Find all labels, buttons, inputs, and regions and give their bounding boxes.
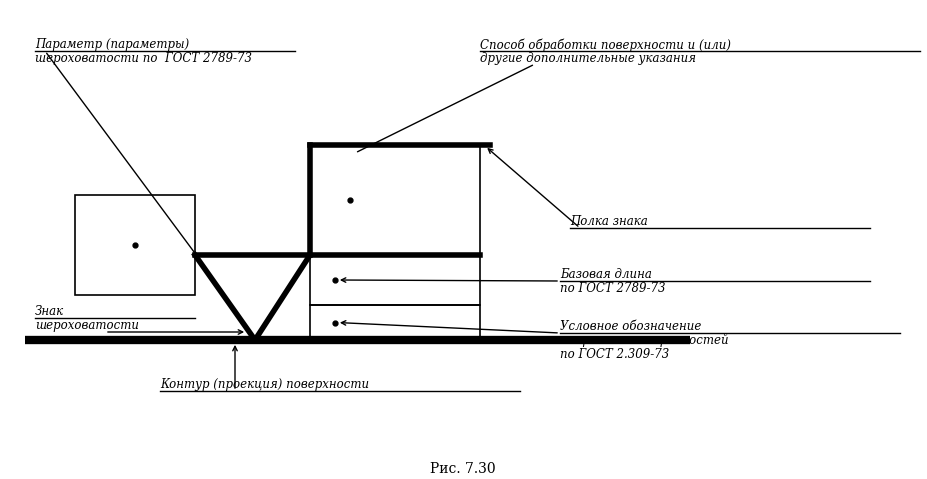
Text: Условное обозначение: Условное обозначение [560, 320, 702, 333]
Text: Параметр (параметры): Параметр (параметры) [35, 38, 189, 51]
Text: Рис. 7.30: Рис. 7.30 [430, 462, 496, 476]
Text: Полка знака: Полка знака [570, 215, 648, 228]
Text: Базовая длина: Базовая длина [560, 268, 652, 281]
Text: шероховатости: шероховатости [35, 319, 139, 332]
Text: Способ обработки поверхности и (или): Способ обработки поверхности и (или) [480, 38, 731, 52]
Bar [310, 255, 480, 305]
Text: шероховатости по  ГОСТ 2789-73: шероховатости по ГОСТ 2789-73 [35, 52, 252, 65]
Bar [310, 145, 480, 255]
Text: Знак: Знак [35, 305, 64, 318]
Bar [75, 195, 195, 295]
Text: Контур (проекция) поверхности: Контур (проекция) поверхности [160, 378, 369, 391]
Bar [310, 305, 480, 340]
Text: другие дополнительные указания: другие дополнительные указания [480, 52, 696, 65]
Text: по ГОСТ 2.309-73: по ГОСТ 2.309-73 [560, 348, 669, 361]
Text: по ГОСТ 2789-73: по ГОСТ 2789-73 [560, 282, 666, 295]
Text: направления неровностей: направления неровностей [560, 334, 729, 347]
